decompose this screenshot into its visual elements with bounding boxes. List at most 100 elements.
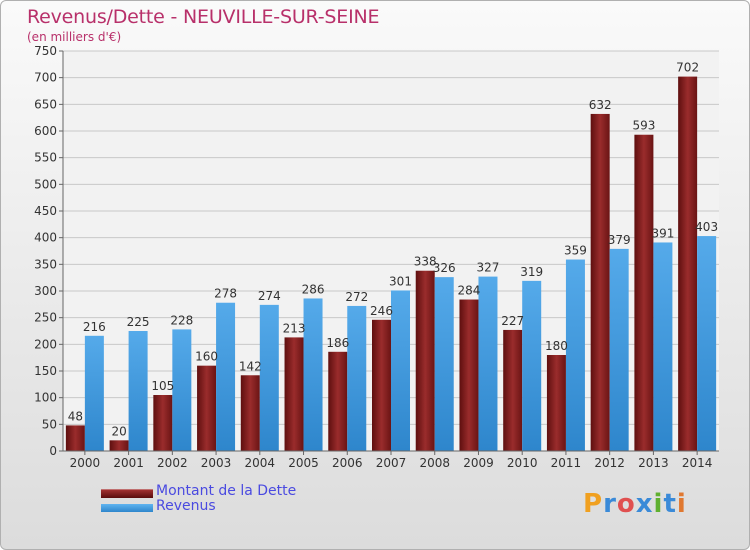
data-label-debt-2006: 186 bbox=[326, 336, 349, 350]
bar-debt-2013 bbox=[634, 134, 654, 451]
logo-letter: P bbox=[583, 489, 604, 519]
x-tick-label-2003: 2003 bbox=[201, 456, 232, 470]
data-label-revenue-2006: 272 bbox=[345, 290, 368, 304]
bar-revenue-2013 bbox=[653, 242, 673, 451]
logo-letter: o bbox=[616, 489, 636, 519]
data-label-debt-2007: 246 bbox=[370, 304, 393, 318]
x-tick-label-2009: 2009 bbox=[463, 456, 494, 470]
data-label-debt-2012: 632 bbox=[589, 98, 612, 112]
x-tick-label-2006: 2006 bbox=[332, 456, 363, 470]
data-label-revenue-2005: 286 bbox=[302, 282, 325, 296]
bar-debt-2001 bbox=[109, 440, 129, 451]
data-label-debt-2010: 227 bbox=[501, 314, 524, 328]
y-tick-label-250: 250 bbox=[34, 311, 57, 325]
data-label-revenue-2013: 391 bbox=[651, 226, 674, 240]
legend-label-revenue: Revenus bbox=[156, 498, 216, 514]
y-tick-label-750: 750 bbox=[34, 44, 57, 58]
y-tick-label-600: 600 bbox=[34, 124, 57, 138]
y-tick-label-550: 550 bbox=[34, 151, 57, 165]
logo-letter: x bbox=[635, 489, 654, 519]
x-tick-label-2013: 2013 bbox=[638, 456, 669, 470]
y-tick-label-300: 300 bbox=[34, 284, 57, 298]
bar-debt-2004 bbox=[240, 375, 260, 451]
bar-revenue-2004 bbox=[259, 304, 279, 451]
data-label-debt-2014: 702 bbox=[676, 61, 699, 75]
bar-debt-2014 bbox=[678, 76, 698, 451]
data-label-debt-2008: 338 bbox=[414, 255, 437, 269]
bar-debt-2007 bbox=[372, 319, 391, 451]
x-tick-label-2010: 2010 bbox=[507, 456, 538, 470]
y-tick-label-450: 450 bbox=[34, 204, 57, 218]
bar-revenue-2010 bbox=[522, 280, 542, 451]
legend-swatch-debt bbox=[101, 489, 153, 498]
bar-revenue-2000 bbox=[84, 335, 104, 451]
y-tick-label-500: 500 bbox=[34, 177, 57, 191]
y-tick-label-200: 200 bbox=[34, 337, 57, 351]
y-tick-label-700: 700 bbox=[34, 71, 57, 85]
bar-debt-2012 bbox=[590, 113, 610, 451]
y-tick-label-100: 100 bbox=[34, 391, 57, 405]
bar-revenue-2012 bbox=[609, 248, 629, 451]
chart-subtitle: (en milliers d'€) bbox=[27, 30, 122, 44]
bar-revenue-2006 bbox=[347, 305, 367, 451]
x-tick-label-2000: 2000 bbox=[70, 456, 101, 470]
bar-revenue-2001 bbox=[128, 331, 148, 451]
data-label-debt-2002: 105 bbox=[151, 379, 174, 393]
data-label-revenue-2011: 359 bbox=[564, 244, 587, 258]
data-label-revenue-2004: 274 bbox=[258, 289, 281, 303]
legend-label-debt: Montant de la Dette bbox=[156, 483, 297, 499]
data-label-revenue-2007: 301 bbox=[389, 274, 412, 288]
x-tick-label-2004: 2004 bbox=[245, 456, 276, 470]
bar-debt-2008 bbox=[415, 270, 435, 451]
y-tick-label-650: 650 bbox=[34, 97, 57, 111]
x-tick-label-2001: 2001 bbox=[113, 456, 144, 470]
y-tick-label-350: 350 bbox=[34, 257, 57, 271]
bar-revenue-2008 bbox=[434, 277, 454, 451]
data-label-revenue-2008: 326 bbox=[433, 261, 456, 275]
data-label-revenue-2012: 379 bbox=[608, 233, 631, 247]
data-label-revenue-2002: 228 bbox=[170, 313, 193, 327]
bar-debt-2003 bbox=[197, 365, 217, 451]
legend-swatch-revenue bbox=[101, 504, 153, 512]
bar-revenue-2014 bbox=[697, 236, 717, 451]
x-tick-label-2002: 2002 bbox=[157, 456, 188, 470]
bar-revenue-2011 bbox=[565, 259, 585, 451]
chart-title: Revenus/Dette - NEUVILLE-SUR-SEINE bbox=[27, 6, 380, 28]
data-label-debt-2009: 284 bbox=[458, 284, 481, 298]
data-label-debt-2013: 593 bbox=[632, 119, 655, 133]
bar-revenue-2002 bbox=[172, 329, 192, 451]
y-tick-label-150: 150 bbox=[34, 364, 57, 378]
data-label-revenue-2009: 327 bbox=[477, 261, 500, 275]
bar-debt-2000 bbox=[65, 425, 85, 451]
x-tick-label-2014: 2014 bbox=[682, 456, 713, 470]
y-tick-label-50: 50 bbox=[42, 417, 57, 431]
y-tick-label-0: 0 bbox=[49, 444, 57, 458]
y-tick-label-400: 400 bbox=[34, 231, 57, 245]
bar-debt-2010 bbox=[503, 329, 523, 451]
logo-letter: i bbox=[676, 489, 687, 519]
data-label-debt-2004: 142 bbox=[239, 359, 262, 373]
logo-letter: r bbox=[603, 489, 617, 519]
bar-debt-2011 bbox=[546, 355, 566, 451]
x-tick-label-2011: 2011 bbox=[551, 456, 582, 470]
data-label-debt-2011: 180 bbox=[545, 339, 568, 353]
data-label-revenue-2010: 319 bbox=[520, 265, 543, 279]
bar-debt-2005 bbox=[284, 337, 304, 451]
data-label-debt-2001: 20 bbox=[111, 424, 126, 438]
data-label-revenue-2001: 225 bbox=[127, 315, 150, 329]
bar-revenue-2005 bbox=[303, 298, 323, 451]
bar-revenue-2007 bbox=[391, 290, 410, 451]
data-label-revenue-2000: 216 bbox=[83, 320, 106, 334]
data-label-revenue-2014: 403 bbox=[695, 220, 718, 234]
x-tick-label-2008: 2008 bbox=[419, 456, 450, 470]
x-tick-label-2007: 2007 bbox=[376, 456, 407, 470]
data-label-revenue-2003: 278 bbox=[214, 287, 237, 301]
x-tick-label-2012: 2012 bbox=[594, 456, 625, 470]
proxiti-logo: Proxiti bbox=[583, 489, 687, 519]
bar-debt-2009 bbox=[459, 299, 479, 451]
data-label-debt-2003: 160 bbox=[195, 350, 218, 364]
bar-debt-2002 bbox=[153, 395, 173, 451]
bar-revenue-2003 bbox=[216, 302, 236, 451]
